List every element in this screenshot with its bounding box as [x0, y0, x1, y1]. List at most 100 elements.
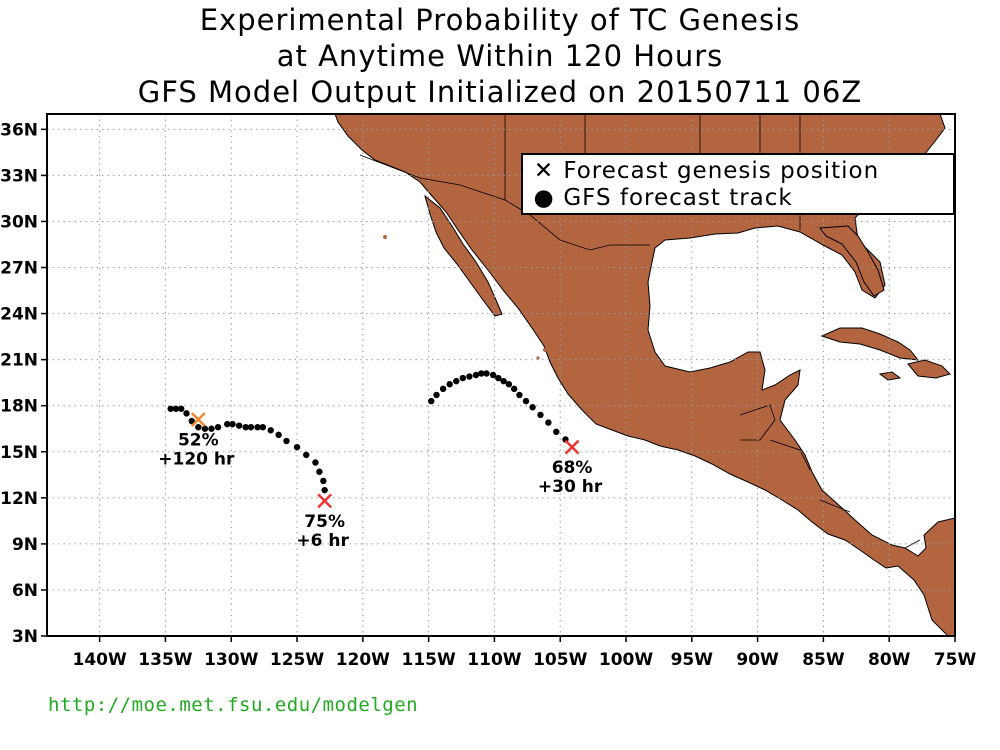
genesis-lead-time: +120 hr — [158, 450, 235, 470]
lon-tick-label: 95W — [671, 650, 714, 670]
track-point — [545, 419, 552, 426]
lon-tick-label: 75W — [934, 650, 977, 670]
lon-tick-label: 80W — [868, 650, 911, 670]
track-point — [537, 411, 544, 419]
lat-tick-label: 15N — [0, 443, 38, 463]
land-florida — [819, 225, 885, 297]
axis-ticks: 140W 135W 130W 125W 120W 115W 110W 105W 100W 95W 9… — [0, 120, 976, 670]
track-point — [208, 425, 215, 432]
genesis-probability: 52% — [178, 431, 219, 451]
lon-tick-label: 135W — [138, 650, 192, 670]
land-cuba — [820, 327, 920, 361]
legend-track-label: GFS forecast track — [563, 185, 793, 211]
source-url[interactable]: http://moe.met.fsu.edu/modelgen — [48, 694, 419, 716]
track-point — [466, 373, 473, 380]
track-point — [283, 437, 290, 445]
genesis-x-marker — [564, 439, 580, 455]
genesis-probability: 68% — [552, 458, 593, 478]
track-point — [293, 443, 301, 451]
lat-tick-label: 3N — [12, 627, 38, 647]
title-line-3: GFS Model Output Initialized on 20150711… — [137, 75, 863, 109]
track-point — [500, 377, 507, 385]
map-grid — [47, 114, 955, 636]
track-point — [242, 424, 249, 431]
forecast-tracks — [167, 370, 569, 494]
lon-tick-label: 110W — [467, 650, 521, 670]
land-island — [543, 348, 547, 352]
lat-tick-label: 18N — [0, 397, 38, 417]
track-point — [167, 405, 174, 412]
land-hispaniola — [907, 359, 951, 379]
track-point — [483, 370, 490, 377]
track-point — [195, 424, 202, 431]
lat-tick-label: 24N — [0, 305, 38, 325]
track-point — [553, 428, 560, 436]
land-island — [383, 235, 387, 239]
lon-tick-label: 100W — [599, 650, 653, 670]
title-line-1: Experimental Probability of TC Genesis — [199, 3, 801, 37]
track-point — [183, 410, 190, 417]
track-point — [459, 374, 467, 382]
lon-tick-label: 125W — [270, 650, 324, 670]
x-marker-icon: ✕ — [533, 158, 555, 184]
track-point — [495, 374, 502, 382]
lon-tick-label: 120W — [336, 650, 390, 670]
legend-genesis-entry: ✕ Forecast genesis position — [533, 158, 879, 184]
track-point — [320, 477, 327, 485]
track-point — [172, 405, 180, 412]
track-point — [312, 459, 319, 466]
map-legend: ✕ Forecast genesis position ● GFS foreca… — [521, 153, 955, 215]
track-point — [428, 397, 435, 405]
land-jamaica — [878, 371, 902, 381]
land-island — [536, 356, 540, 360]
title-line-2: at Anytime Within 120 Hours — [276, 39, 724, 73]
track-point — [275, 431, 282, 439]
track-point — [201, 425, 209, 432]
lat-tick-label: 36N — [0, 120, 38, 140]
track-point — [267, 427, 274, 434]
track-point — [214, 424, 222, 431]
track-point — [446, 381, 453, 388]
lat-tick-label: 33N — [0, 166, 38, 186]
track-point — [224, 420, 231, 428]
map-frame — [46, 113, 956, 637]
lon-tick-label: 140W — [73, 650, 127, 670]
track-point — [316, 468, 323, 475]
track-point — [235, 422, 243, 429]
track-point — [188, 417, 195, 425]
track-point — [259, 424, 267, 431]
track-point — [439, 385, 447, 393]
lon-tick-label: 90W — [736, 650, 779, 670]
genesis-x-marker — [190, 412, 206, 427]
track-point — [529, 404, 536, 411]
lat-tick-label: 27N — [0, 259, 38, 279]
track-point — [510, 385, 518, 393]
genesis-lead-time: +30 hr — [538, 477, 603, 497]
lat-tick-label: 21N — [0, 351, 38, 371]
lon-tick-label: 130W — [204, 650, 258, 670]
lon-tick-label: 85W — [802, 650, 845, 670]
track-point — [522, 397, 530, 405]
land-baja — [424, 194, 503, 317]
track-point — [321, 486, 328, 494]
lat-tick-label: 6N — [12, 581, 38, 601]
track-point — [247, 424, 255, 431]
genesis-markers — [190, 412, 580, 509]
land-mainland — [334, 114, 955, 636]
land-layer — [334, 114, 955, 636]
legend-genesis-label: Forecast genesis position — [563, 158, 880, 184]
track-point — [433, 391, 440, 399]
genesis-lead-time: +6 hr — [296, 531, 349, 551]
track-point — [478, 370, 485, 377]
track-point — [453, 377, 460, 385]
track-point — [254, 424, 261, 431]
lon-tick-label: 105W — [533, 650, 587, 670]
track-point — [472, 371, 480, 379]
genesis-probability: 75% — [304, 512, 345, 532]
genesis-x-marker — [317, 493, 333, 509]
genesis-annotations: 75%+6 hr 52%+120 hr 68%+30 hr — [158, 431, 603, 551]
track-point — [489, 371, 497, 379]
lat-tick-label: 12N — [0, 489, 38, 509]
lon-tick-label: 115W — [401, 650, 455, 670]
